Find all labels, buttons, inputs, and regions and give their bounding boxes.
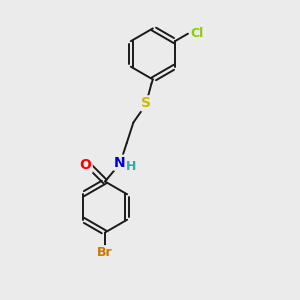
Text: H: H	[126, 160, 136, 173]
Text: Cl: Cl	[190, 27, 204, 40]
Text: N: N	[114, 156, 126, 170]
Text: S: S	[141, 96, 152, 110]
Text: O: O	[80, 158, 92, 172]
Text: Br: Br	[97, 246, 113, 259]
